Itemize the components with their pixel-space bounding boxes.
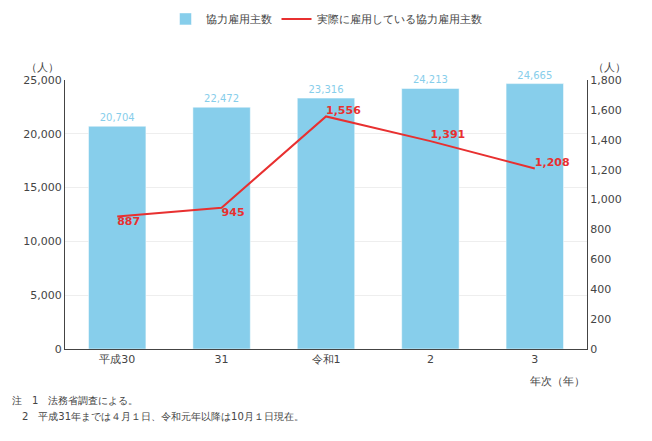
svg-text:1,556: 1,556	[326, 104, 361, 117]
svg-text:5,000: 5,000	[30, 289, 62, 302]
svg-text:24,213: 24,213	[413, 74, 448, 85]
svg-text:2: 2	[427, 353, 434, 366]
svg-text:1,400: 1,400	[590, 134, 622, 147]
svg-text:1,200: 1,200	[590, 164, 622, 177]
svg-text:1,800: 1,800	[590, 74, 622, 87]
svg-text:1,600: 1,600	[590, 104, 622, 117]
svg-text:22,472: 22,472	[204, 93, 239, 104]
svg-text:0: 0	[55, 343, 62, 356]
svg-text:31: 31	[215, 353, 229, 366]
svg-text:協力雇用主数: 協力雇用主数	[206, 13, 272, 26]
svg-text:600: 600	[590, 253, 611, 266]
svg-text:3: 3	[531, 353, 538, 366]
svg-text:20,000: 20,000	[23, 128, 62, 141]
svg-text:887: 887	[117, 215, 140, 228]
svg-text:15,000: 15,000	[23, 181, 62, 194]
svg-text:25,000: 25,000	[23, 74, 62, 87]
svg-text:23,316: 23,316	[309, 84, 344, 95]
svg-text:（人）: （人）	[26, 61, 59, 74]
svg-text:年次（年）: 年次（年）	[530, 375, 585, 388]
svg-text:2 平成31年までは４月１日、令和元年以降は10月１日現在。: 2 平成31年までは４月１日、令和元年以降は10月１日現在。	[12, 411, 304, 422]
svg-text:10,000: 10,000	[23, 235, 62, 248]
svg-text:1,391: 1,391	[430, 128, 465, 141]
svg-text:1,000: 1,000	[590, 193, 622, 206]
svg-text:0: 0	[590, 343, 597, 356]
svg-text:800: 800	[590, 223, 611, 236]
svg-text:945: 945	[222, 206, 245, 219]
svg-text:200: 200	[590, 313, 611, 326]
svg-text:注 1 法務省調査による。: 注 1 法務省調査による。	[12, 395, 138, 406]
svg-text:平成30: 平成30	[99, 353, 135, 366]
svg-text:1,208: 1,208	[535, 156, 570, 169]
svg-text:実際に雇用している協力雇用主数: 実際に雇用している協力雇用主数	[317, 13, 482, 26]
svg-text:400: 400	[590, 283, 611, 296]
svg-text:24,665: 24,665	[517, 70, 552, 81]
svg-text:（人）: （人）	[593, 61, 626, 74]
svg-text:令和1: 令和1	[312, 353, 341, 366]
svg-text:20,704: 20,704	[100, 112, 135, 123]
